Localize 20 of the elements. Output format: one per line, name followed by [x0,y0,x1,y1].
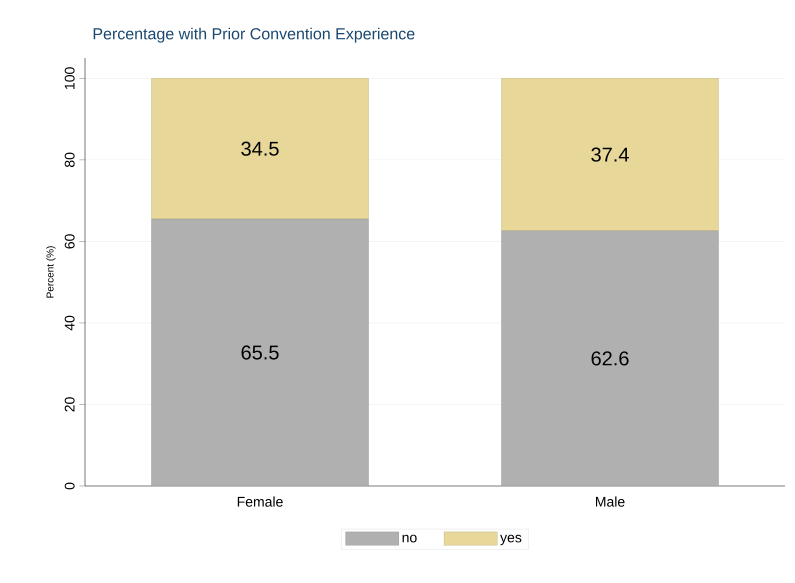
bar [151,78,369,220]
y-tick-label: 60 [64,234,75,249]
y-tick-label: 20 [64,397,75,412]
chart-title: Percentage with Prior Convention Experience [94,28,414,43]
data-label: 65.5 [242,345,279,360]
legend-label: yes [500,534,522,546]
y-tick-label: 80 [64,152,75,168]
y-axis-title: Percent (%) [46,246,56,298]
x-tick-label: Male [596,496,625,507]
y-tick-label: 100 [64,67,75,89]
y-tick-label: 40 [64,316,75,330]
data-label: 34.5 [241,142,279,156]
bar [501,78,719,232]
legend-label: no [402,534,417,542]
bar [501,230,719,486]
x-tick-label: Female [238,496,283,507]
data-label: 37.4 [591,148,629,162]
data-label: 62.6 [592,351,629,366]
y-tick-label: 0 [64,482,75,490]
bar [151,218,369,486]
